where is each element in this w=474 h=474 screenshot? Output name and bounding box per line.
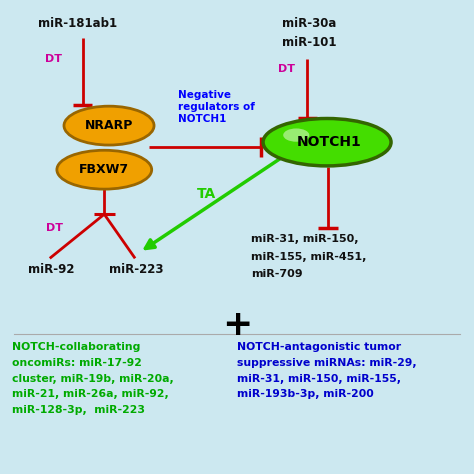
Text: NOTCH-antagonistic tumor: NOTCH-antagonistic tumor — [237, 342, 401, 352]
Text: NOTCH1: NOTCH1 — [297, 135, 362, 149]
Text: miR-30a: miR-30a — [282, 17, 337, 30]
Text: miR-155, miR-451,: miR-155, miR-451, — [251, 252, 366, 262]
Text: DT: DT — [278, 64, 295, 74]
Ellipse shape — [64, 106, 154, 145]
Text: Negative
regulators of
NOTCH1: Negative regulators of NOTCH1 — [178, 90, 255, 124]
Text: suppressive miRNAs: miR-29,: suppressive miRNAs: miR-29, — [237, 358, 417, 368]
Text: +: + — [222, 308, 252, 342]
Text: miR-31, miR-150,: miR-31, miR-150, — [251, 234, 359, 245]
Text: miR-92: miR-92 — [28, 263, 75, 276]
Text: DT: DT — [45, 54, 62, 64]
Text: miR-31, miR-150, miR-155,: miR-31, miR-150, miR-155, — [237, 374, 401, 383]
Text: miR-21, miR-26a, miR-92,: miR-21, miR-26a, miR-92, — [12, 389, 169, 399]
Text: NRARP: NRARP — [85, 119, 133, 132]
Text: oncomiRs: miR-17-92: oncomiRs: miR-17-92 — [12, 358, 142, 368]
Text: NOTCH-collaborating: NOTCH-collaborating — [12, 342, 140, 352]
Text: miR-193b-3p, miR-200: miR-193b-3p, miR-200 — [237, 389, 374, 399]
Text: miR-223: miR-223 — [109, 263, 164, 276]
Text: miR-181ab1: miR-181ab1 — [38, 17, 117, 30]
Ellipse shape — [283, 128, 310, 142]
Text: miR-101: miR-101 — [282, 36, 337, 49]
Ellipse shape — [263, 118, 391, 166]
Text: FBXW7: FBXW7 — [79, 163, 129, 176]
Text: TA: TA — [197, 187, 216, 201]
Text: miR-128-3p,  miR-223: miR-128-3p, miR-223 — [12, 405, 145, 415]
Text: cluster, miR-19b, miR-20a,: cluster, miR-19b, miR-20a, — [12, 374, 173, 383]
Ellipse shape — [57, 150, 152, 189]
Text: DT: DT — [46, 222, 64, 233]
Text: miR-709: miR-709 — [251, 269, 303, 280]
